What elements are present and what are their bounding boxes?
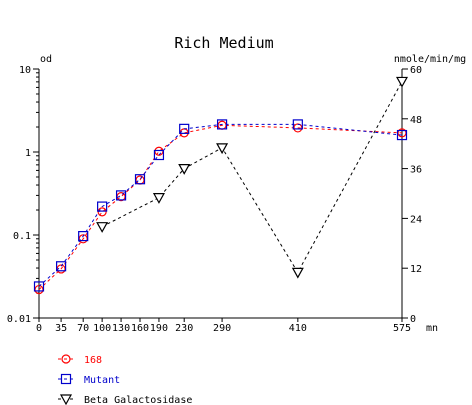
x-tick-label: 160 — [131, 323, 149, 334]
x-tick-label: 190 — [150, 323, 168, 334]
data-point-square — [134, 174, 146, 185]
data-point-square — [292, 119, 303, 130]
legend-marker — [61, 354, 71, 364]
data-point-square — [396, 129, 408, 141]
legend: 168 Mutant Beta Galactosidase — [58, 354, 192, 405]
axis-ticks: 0 35 70 100 130 160 190 230 290 410 5750.010.11100… — [7, 65, 422, 334]
legend-marker — [60, 373, 72, 385]
data-point-circle — [154, 146, 164, 156]
data-point-triangle-down — [178, 164, 191, 175]
x-tick-label: 70 — [77, 323, 89, 334]
series-line-triangle-down — [101, 81, 403, 274]
x-tick-label: 100 — [93, 323, 111, 334]
x-tick-label: 575 — [393, 323, 411, 334]
x-tick-label: 35 — [55, 323, 67, 334]
series-layer — [33, 76, 409, 295]
y-left-tick-label: 0.01 — [7, 314, 31, 325]
data-point-triangle-down — [152, 193, 165, 204]
y-right-tick-label: 12 — [410, 264, 422, 275]
x-tick-label: 230 — [175, 323, 193, 334]
y-right-tick-label: 48 — [410, 115, 422, 126]
y-right-tick-label: 0 — [410, 314, 416, 325]
x-tick-label: 410 — [289, 323, 307, 334]
y-left-tick-label: 0.1 — [13, 231, 31, 242]
y-right-tick-label: 60 — [410, 65, 422, 76]
series-line-square — [38, 123, 403, 287]
y-left-tick-label: 1 — [25, 148, 31, 159]
data-point-square — [55, 261, 67, 272]
legend-label: Mutant — [84, 375, 120, 386]
legend-label: Beta Galactosidase — [84, 395, 192, 405]
y-right-axis-label: nmole/min/mg — [394, 54, 466, 65]
data-point-square — [97, 201, 108, 212]
data-point-circle — [97, 207, 107, 217]
legend-marker — [59, 394, 73, 405]
y-right-tick-label: 24 — [410, 214, 422, 225]
x-tick-label: 130 — [112, 323, 130, 334]
x-tick-label: 0 — [36, 323, 42, 334]
data-point-square — [216, 119, 228, 130]
x-tick-label: 290 — [213, 323, 231, 334]
y-left-axis-label: od — [40, 54, 52, 65]
data-point-square — [33, 281, 45, 292]
data-point-square — [153, 149, 165, 161]
y-left-tick-label: 10 — [19, 65, 31, 76]
data-point-square — [115, 190, 127, 201]
data-point-square — [179, 123, 190, 134]
legend-label: 168 — [84, 355, 102, 366]
data-point-triangle-down — [216, 143, 229, 155]
x-axis-label: mn — [426, 323, 438, 334]
data-point-triangle-down — [96, 222, 109, 233]
y-right-tick-label: 36 — [410, 165, 422, 176]
data-point-triangle-down — [395, 76, 409, 88]
data-point-square — [78, 230, 89, 242]
series-line-circle — [38, 124, 403, 290]
chart-title: Rich Medium — [174, 34, 273, 52]
data-point-triangle-down — [291, 267, 304, 279]
